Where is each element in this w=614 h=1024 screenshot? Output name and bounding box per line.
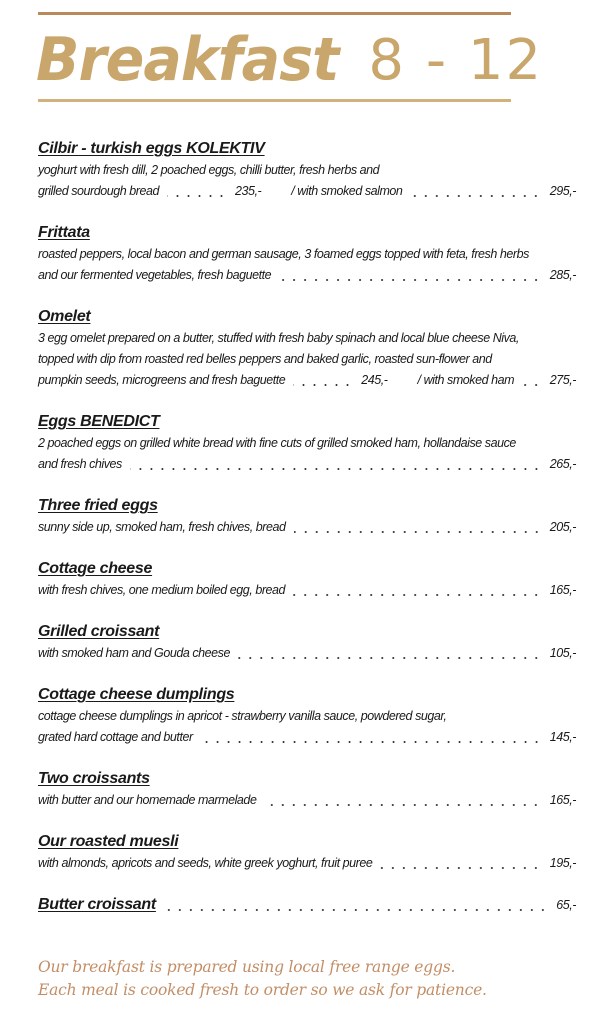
dot-leader [293, 593, 542, 596]
menu-item: Frittata roasted peppers, local bacon and… [38, 222, 576, 286]
dot-leader [293, 530, 542, 533]
description-text: pumpkin seeds, microgreens and fresh bag… [38, 373, 286, 387]
dot-leader [163, 909, 549, 911]
variant-text: / with smoked salmon [291, 184, 403, 198]
item-description-line: 2 poached eggs on grilled white bread wi… [38, 433, 576, 454]
item-title-row: Butter croissant 65,- [38, 894, 576, 916]
item-price: 145,- [549, 730, 577, 744]
item-title: Our roasted muesli [38, 833, 179, 850]
description-text: grated hard cottage and butter [38, 730, 193, 744]
variant-price: 275,- [549, 373, 577, 387]
menu-item: Cottage cheese dumplings cottage cheese d… [38, 684, 576, 748]
dot-leader [522, 383, 542, 386]
item-description-line: roasted peppers, local bacon and german … [38, 244, 576, 265]
dot-leader [200, 740, 542, 743]
dot-leader [237, 656, 542, 659]
item-price: 195,- [549, 856, 577, 870]
dot-leader [129, 467, 542, 470]
description-text: with butter and our homemade marmelade [38, 793, 257, 807]
description-text: with fresh chives, one medium boiled egg… [38, 583, 286, 597]
item-description-line: cottage cheese dumplings in apricot - st… [38, 706, 576, 727]
variant-text: / with smoked ham [417, 373, 515, 387]
menu-item: Cottage cheese with fresh chives, one med… [38, 558, 576, 601]
description-text: grilled sourdough bread [38, 184, 159, 198]
item-title: Grilled croissant [38, 623, 160, 640]
item-title: Cottage cheese [38, 560, 153, 577]
menu-item: Grilled croissant with smoked ham and Gou… [38, 621, 576, 664]
item-price: 235,- [235, 184, 262, 198]
item-title: Three fried eggs [38, 497, 158, 514]
description-text: sunny side up, smoked ham, fresh chives,… [38, 520, 286, 534]
description-text: cottage cheese dumplings in apricot - st… [38, 709, 447, 723]
description-text: 3 egg omelet prepared on a butter, stuff… [38, 331, 519, 345]
dot-leader [167, 194, 227, 197]
item-price-line: with fresh chives, one medium boiled egg… [38, 580, 576, 601]
item-title: Eggs BENEDICT [38, 413, 160, 430]
item-price-line: and fresh chives 265,- [38, 454, 576, 475]
item-title: Cottage cheese dumplings [38, 686, 235, 703]
menu-item: Eggs BENEDICT 2 poached eggs on grilled w… [38, 411, 576, 475]
description-text: and our fermented vegetables, fresh bagu… [38, 268, 272, 282]
item-price-line: grated hard cottage and butter 145,- [38, 727, 576, 748]
dot-leader [293, 383, 354, 386]
item-title: Frittata [38, 224, 90, 241]
page-title: Breakfast 8 - 12 [36, 22, 543, 98]
item-price: 265,- [549, 457, 577, 471]
footer-line-1: Our breakfast is prepared using local fr… [38, 958, 456, 976]
dot-leader [380, 866, 542, 869]
footer-note: Our breakfast is prepared using local fr… [38, 956, 487, 1002]
item-price-line: with butter and our homemade marmelade 16… [38, 790, 576, 811]
description-text: with smoked ham and Gouda cheese [38, 646, 230, 660]
item-title: Two croissants [38, 770, 150, 787]
item-title: Cilbir - turkish eggs KOLEKTIV [38, 140, 265, 157]
item-price: 165,- [549, 583, 577, 597]
description-text: with almonds, apricots and seeds, white … [38, 856, 373, 870]
item-price-line: and our fermented vegetables, fresh bagu… [38, 265, 576, 286]
item-description-line: topped with dip from roasted red belles … [38, 349, 576, 370]
item-title: Omelet [38, 308, 91, 325]
title-text: Breakfast [36, 25, 339, 95]
dot-leader [279, 278, 542, 281]
menu-item: Cilbir - turkish eggs KOLEKTIV yoghurt wi… [38, 138, 576, 202]
description-text: yoghurt with fresh dill, 2 poached eggs,… [38, 163, 380, 177]
variant-price: 295,- [549, 184, 577, 198]
dot-leader [410, 194, 542, 197]
description-text: topped with dip from roasted red belles … [38, 352, 492, 366]
menu-item: Omelet 3 egg omelet prepared on a butter,… [38, 306, 576, 391]
item-price-line: sunny side up, smoked ham, fresh chives,… [38, 517, 576, 538]
item-title: Butter croissant [38, 896, 156, 913]
menu-item: Three fried eggs sunny side up, smoked ha… [38, 495, 576, 538]
menu-item: Our roasted muesli with almonds, apricots… [38, 831, 576, 874]
item-price: 245,- [361, 373, 388, 387]
item-price-line: with smoked ham and Gouda cheese 105,- [38, 643, 576, 664]
menu-item: Two croissants with butter and our homema… [38, 768, 576, 811]
hours-text: 8 - 12 [368, 27, 544, 93]
item-description-line: 3 egg omelet prepared on a butter, stuff… [38, 328, 576, 349]
menu-item: Butter croissant 65,- [38, 894, 576, 916]
item-price: 105,- [549, 646, 577, 660]
bottom-rule [38, 99, 511, 102]
item-description-line: yoghurt with fresh dill, 2 poached eggs,… [38, 160, 576, 181]
footer-line-2: Each meal is cooked fresh to order so we… [38, 981, 487, 999]
item-price: 285,- [549, 268, 577, 282]
description-text: 2 poached eggs on grilled white bread wi… [38, 436, 516, 450]
item-price: 165,- [549, 793, 577, 807]
description-text: and fresh chives [38, 457, 122, 471]
item-price: 65,- [556, 898, 576, 912]
dot-leader [264, 803, 542, 806]
menu-items: Cilbir - turkish eggs KOLEKTIV yoghurt wi… [38, 138, 576, 936]
item-price-line: pumpkin seeds, microgreens and fresh bag… [38, 370, 576, 391]
description-text: roasted peppers, local bacon and german … [38, 247, 529, 261]
item-price-line: with almonds, apricots and seeds, white … [38, 853, 576, 874]
top-rule [38, 12, 511, 15]
item-price-line: grilled sourdough bread 235,- / with smoke… [38, 181, 576, 202]
item-price: 205,- [549, 520, 577, 534]
